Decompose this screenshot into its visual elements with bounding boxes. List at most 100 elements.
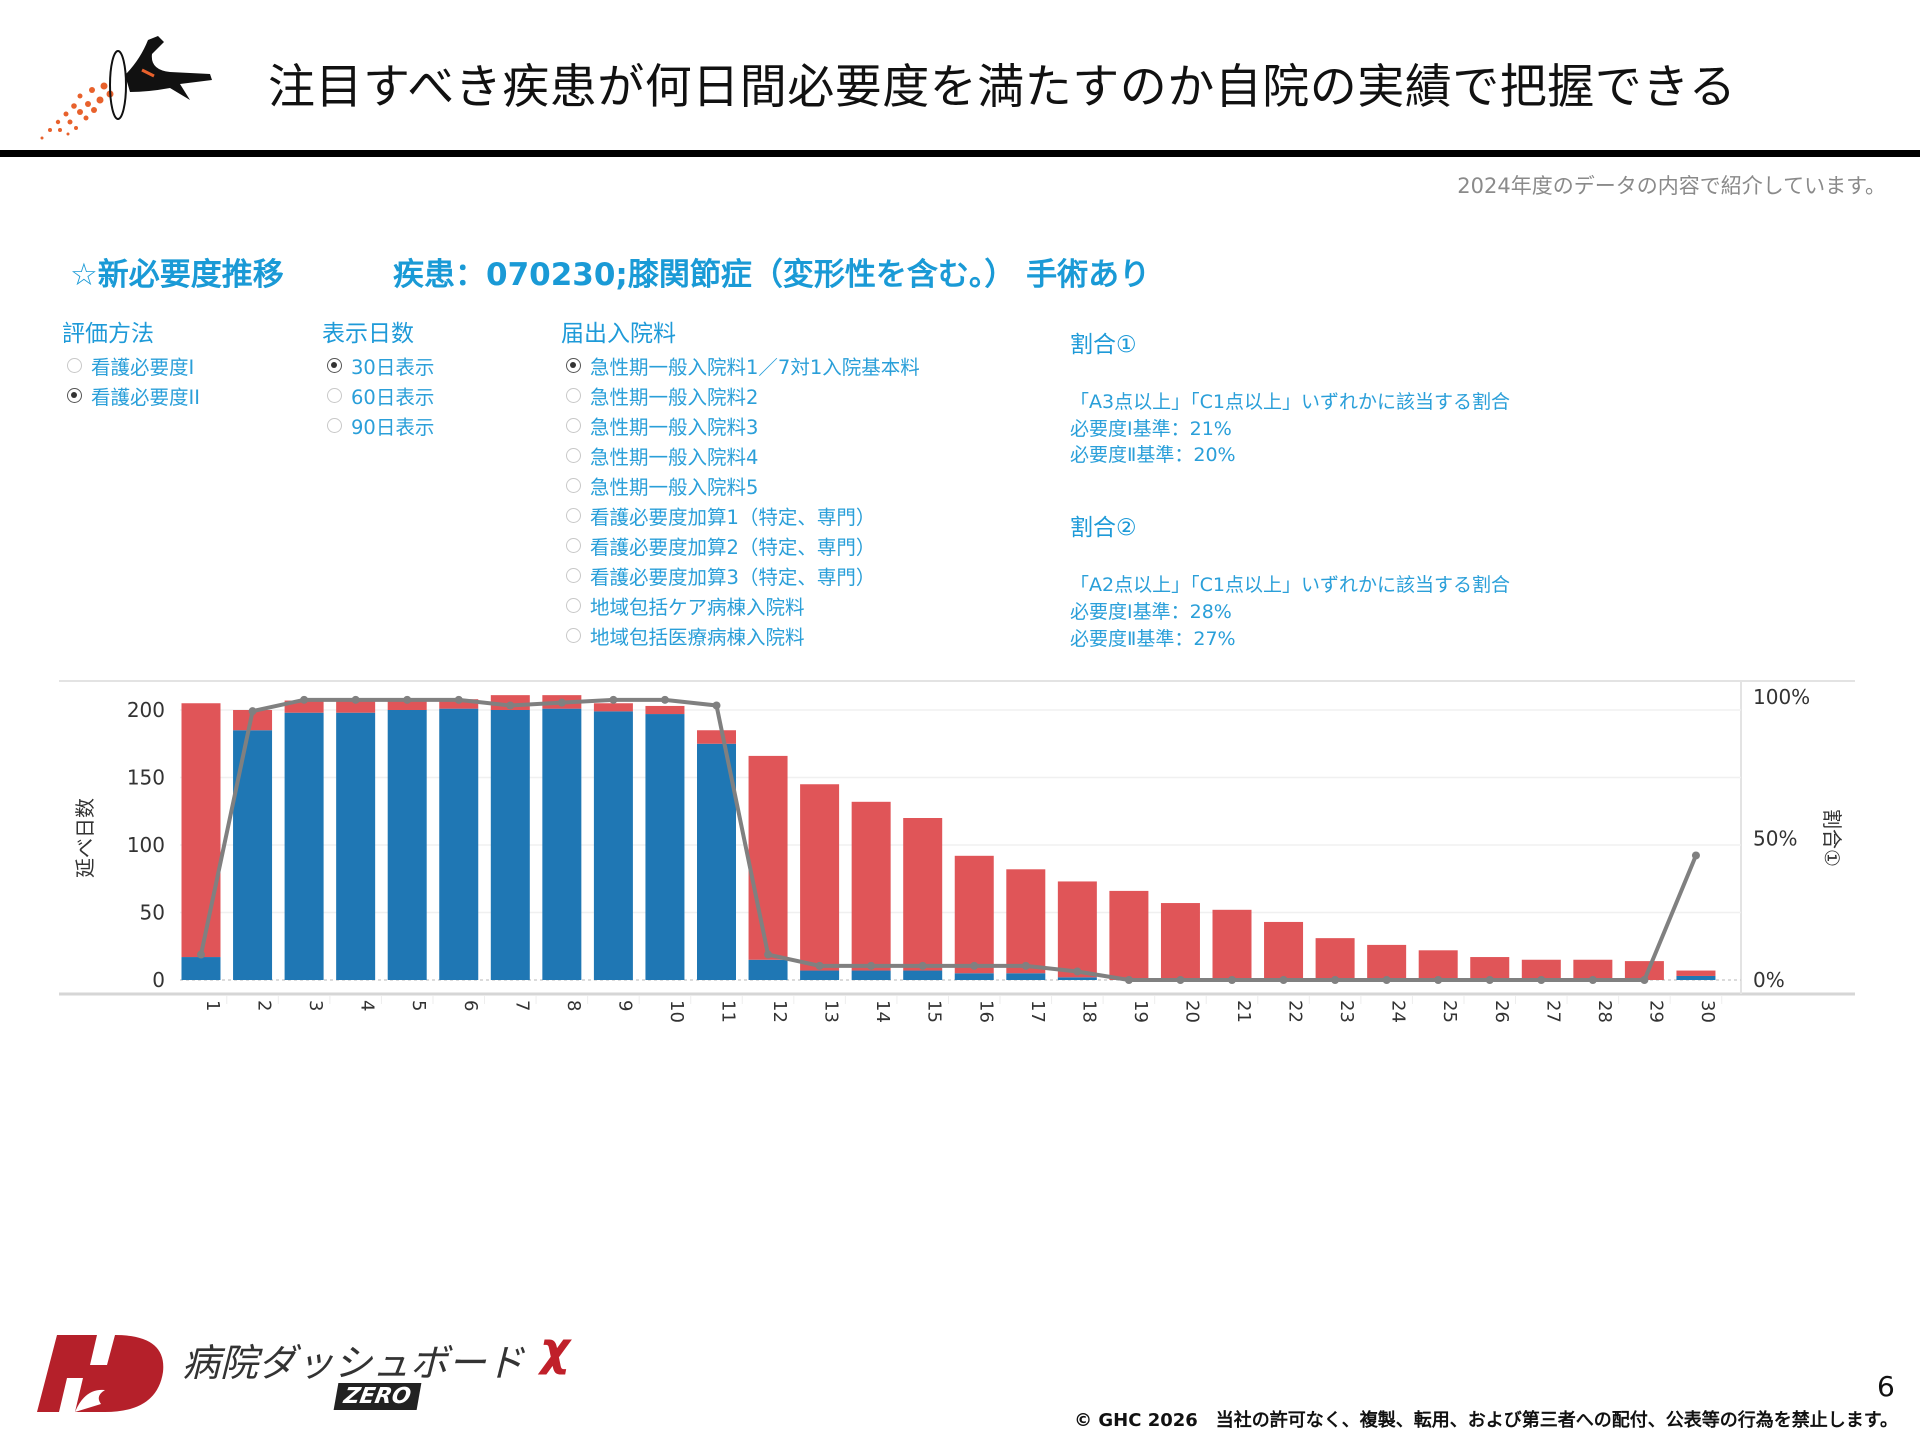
ratio-point: [351, 695, 360, 704]
bar-not-meeting: [1109, 890, 1149, 980]
radio-option-fee[interactable]: 看護必要度加算1（特定、専門）: [566, 500, 920, 530]
radio-unselected-icon[interactable]: [566, 477, 581, 493]
bar-not-meeting: [1006, 869, 1046, 974]
ratio-point: [867, 961, 876, 970]
radio-label: 地域包括医療病棟入院料: [590, 625, 805, 649]
radio-unselected-icon[interactable]: [566, 627, 581, 643]
radio-option-fee[interactable]: 急性期一般入院料2: [566, 380, 920, 410]
radio-option-fee[interactable]: 急性期一般入院料1／7対1入院基本料: [566, 350, 920, 380]
bar-not-meeting: [800, 784, 840, 971]
radio-option-days[interactable]: 30日表示: [327, 350, 434, 380]
header-divider: [0, 150, 1920, 157]
ratio-point: [1279, 976, 1288, 984]
bar-not-meeting: [1470, 957, 1510, 980]
radio-option-fee[interactable]: 地域包括医療病棟入院料: [566, 620, 920, 650]
x-tick-label: 10: [666, 1000, 687, 1023]
brand-logo-mark: [37, 1335, 164, 1412]
bar-not-meeting: [593, 703, 633, 712]
radio-selected-icon[interactable]: [67, 387, 82, 403]
x-tick-label: 19: [1130, 1000, 1151, 1023]
brand-sub: ZERO: [333, 1383, 422, 1410]
brand-mark: χ: [540, 1322, 570, 1376]
bar-meets-criteria: [748, 959, 788, 980]
radio-option-fee[interactable]: 看護必要度加算3（特定、専門）: [566, 560, 920, 590]
ratio-point: [712, 701, 721, 710]
bar-not-meeting: [1676, 970, 1716, 976]
radio-option-days[interactable]: 90日表示: [327, 410, 434, 440]
radio-label: 急性期一般入院料4: [590, 445, 759, 469]
filter-title: 届出入院料: [561, 321, 676, 347]
ratio2-desc: 「A2点以上」「C1点以上」いずれかに該当する割合: [1070, 574, 1510, 596]
radio-option-evaluation[interactable]: 看護必要度II: [67, 380, 200, 410]
x-tick-label: 6: [460, 1000, 481, 1011]
x-tick-label: 26: [1491, 1000, 1512, 1023]
bar-meets-criteria: [336, 712, 376, 980]
radio-option-fee[interactable]: 急性期一般入院料4: [566, 440, 920, 470]
ratio-point: [506, 701, 515, 710]
ratio1-desc: 「A3点以上」「C1点以上」いずれかに該当する割合: [1070, 391, 1510, 413]
radio-option-evaluation[interactable]: 看護必要度I: [67, 350, 200, 380]
bar-meets-criteria: [1676, 975, 1716, 980]
ratio-point: [1073, 967, 1082, 976]
y-tick-label: 100: [127, 833, 165, 857]
bar-not-meeting: [851, 801, 891, 971]
ratio-point: [970, 961, 979, 970]
x-tick-label: 22: [1285, 1000, 1306, 1023]
radio-unselected-icon[interactable]: [566, 387, 581, 403]
radio-option-days[interactable]: 60日表示: [327, 380, 434, 410]
bar-not-meeting: [1573, 959, 1613, 980]
y-tick-label: 0: [152, 968, 165, 992]
x-tick-label: 21: [1233, 1000, 1254, 1023]
x-tick-label: 28: [1594, 1000, 1615, 1023]
radio-unselected-icon[interactable]: [327, 417, 342, 433]
bar-not-meeting: [336, 700, 376, 713]
x-tick-label: 25: [1439, 1000, 1460, 1023]
radio-label: 看護必要度加算3（特定、専門）: [590, 565, 876, 589]
radio-unselected-icon[interactable]: [566, 417, 581, 433]
radio-selected-icon[interactable]: [327, 357, 342, 373]
radio-label: 60日表示: [351, 385, 435, 409]
bar-meets-criteria: [181, 957, 221, 980]
x-tick-label: 15: [924, 1000, 945, 1023]
x-tick-label: 1: [202, 1000, 223, 1011]
x-tick-label: 12: [769, 1000, 790, 1023]
bar-meets-criteria: [1057, 977, 1097, 980]
bar-not-meeting: [1521, 959, 1561, 980]
x-tick-label: 16: [975, 1000, 996, 1023]
radio-label: 看護必要度I: [91, 355, 195, 379]
ratio-point: [454, 695, 463, 704]
radio-label: 90日表示: [351, 415, 435, 439]
radio-unselected-icon[interactable]: [327, 387, 342, 403]
x-tick-label: 3: [305, 1000, 326, 1011]
bar-not-meeting: [697, 730, 736, 744]
radio-option-fee[interactable]: 看護必要度加算2（特定、専門）: [566, 530, 920, 560]
page-number: 6: [1877, 1370, 1895, 1403]
x-tick-label: 13: [821, 1000, 842, 1023]
company-logo-dog: [40, 36, 212, 140]
radio-option-fee[interactable]: 地域包括ケア病棟入院料: [566, 590, 920, 620]
bar-meets-criteria: [593, 711, 633, 980]
disease-title: 疾患：070230;膝関節症（変形性を含む。） 手術あり: [393, 257, 1151, 293]
radio-option-fee[interactable]: 急性期一般入院料3: [566, 410, 920, 440]
radio-selected-icon[interactable]: [566, 357, 581, 373]
bar-meets-criteria: [903, 970, 943, 980]
radio-label: 30日表示: [351, 355, 435, 379]
radio-unselected-icon[interactable]: [566, 507, 581, 523]
bar-meets-criteria: [1006, 973, 1046, 980]
ratio-point: [557, 698, 566, 707]
radio-unselected-icon[interactable]: [566, 567, 581, 583]
radio-unselected-icon[interactable]: [566, 447, 581, 463]
ratio-point: [1640, 976, 1649, 984]
radio-unselected-icon[interactable]: [566, 597, 581, 613]
filter-evaluation-method: 評価方法 看護必要度I 看護必要度II: [62, 314, 200, 410]
y-tick-label: 50: [140, 901, 165, 925]
data-note: 2024年度のデータの内容で紹介しています。: [1457, 174, 1886, 198]
radio-label: 急性期一般入院料3: [590, 415, 759, 439]
radio-unselected-icon[interactable]: [566, 537, 581, 553]
bar-meets-criteria: [851, 970, 891, 980]
x-tick-label: 29: [1645, 1000, 1666, 1023]
radio-option-fee[interactable]: 急性期一般入院料5: [566, 470, 920, 500]
radio-unselected-icon[interactable]: [67, 357, 82, 373]
ratio1-std2: 必要度Ⅱ基準：20%: [1070, 444, 1236, 466]
